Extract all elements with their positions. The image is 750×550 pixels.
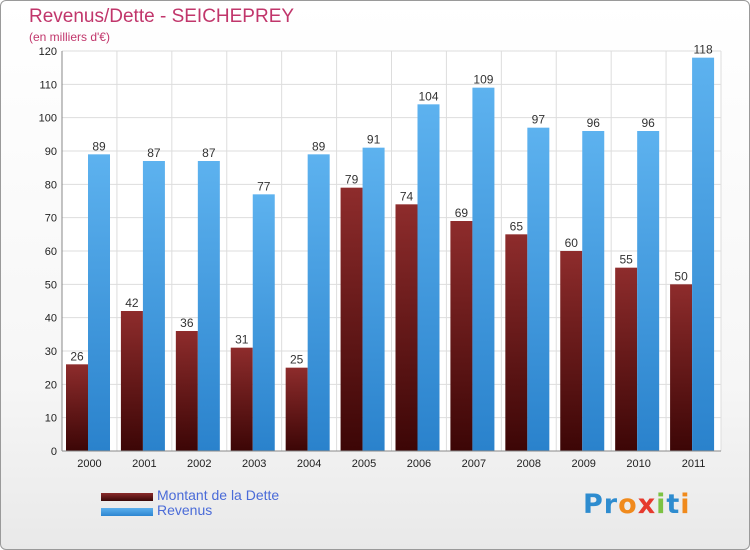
logo-letter: x bbox=[637, 489, 657, 520]
bar-dette bbox=[66, 364, 88, 451]
bar-revenus bbox=[307, 154, 330, 452]
x-tick-label: 2001 bbox=[132, 458, 156, 470]
legend-label-revenus: Revenus bbox=[157, 502, 213, 518]
y-tick-label: 30 bbox=[45, 346, 57, 358]
bar-revenus bbox=[252, 194, 275, 452]
bar-revenus bbox=[362, 147, 385, 451]
logo-letter: t bbox=[666, 489, 681, 520]
logo-letter: i bbox=[656, 489, 667, 520]
bar-dette bbox=[670, 284, 693, 451]
data-label-revenus: 118 bbox=[694, 43, 713, 57]
bar-dette bbox=[505, 234, 528, 451]
bar-revenus bbox=[88, 154, 110, 452]
bar-dette bbox=[285, 367, 308, 451]
x-tick-label: 2011 bbox=[682, 458, 706, 470]
data-label-revenus: 77 bbox=[257, 179, 271, 193]
x-tick-label: 2008 bbox=[517, 458, 541, 470]
bar-dette bbox=[230, 347, 253, 451]
logo-letter: P bbox=[583, 489, 604, 520]
y-tick-label: 80 bbox=[45, 179, 57, 191]
data-label-revenus: 89 bbox=[312, 139, 326, 153]
bar-revenus bbox=[417, 104, 440, 451]
bar-dette bbox=[615, 267, 638, 451]
data-label-revenus: 96 bbox=[587, 116, 601, 130]
bar-dette bbox=[120, 311, 143, 451]
legend-label-dette: Montant de la Dette bbox=[157, 487, 280, 503]
data-label-revenus: 89 bbox=[92, 139, 106, 153]
proxiti-logo: Proxiti bbox=[583, 489, 691, 525]
bar-dette bbox=[340, 187, 363, 451]
data-label-dette: 25 bbox=[290, 353, 304, 367]
bar-revenus bbox=[472, 87, 495, 452]
y-tick-label: 100 bbox=[39, 113, 57, 125]
logo-letter: r bbox=[603, 489, 619, 520]
legend-swatch-revenus bbox=[101, 508, 153, 516]
data-label-dette: 74 bbox=[400, 189, 414, 203]
bar-revenus bbox=[142, 161, 165, 451]
x-tick-label: 2009 bbox=[571, 458, 595, 470]
data-label-dette: 42 bbox=[125, 296, 139, 310]
data-label-revenus: 87 bbox=[147, 146, 161, 160]
x-tick-label: 2002 bbox=[187, 458, 211, 470]
data-label-dette: 50 bbox=[674, 269, 688, 283]
y-tick-label: 60 bbox=[45, 246, 57, 258]
data-label-revenus: 97 bbox=[532, 113, 546, 127]
chart-subtitle: (en milliers d'€) bbox=[29, 30, 110, 44]
x-tick-label: 2006 bbox=[407, 458, 431, 470]
legend-swatch-dette bbox=[101, 493, 153, 501]
data-label-dette: 55 bbox=[619, 253, 633, 267]
x-tick-label: 2005 bbox=[352, 458, 376, 470]
y-tick-label: 40 bbox=[45, 313, 57, 325]
x-tick-label: 2000 bbox=[77, 458, 101, 470]
y-tick-label: 10 bbox=[45, 413, 57, 425]
data-label-revenus: 87 bbox=[202, 146, 216, 160]
bar-revenus bbox=[637, 131, 660, 451]
chart-title: Revenus/Dette - SEICHEPREY bbox=[29, 6, 295, 27]
data-label-revenus: 104 bbox=[418, 89, 438, 103]
bar-revenus bbox=[527, 127, 550, 452]
bar-dette bbox=[175, 331, 198, 451]
data-label-revenus: 109 bbox=[473, 73, 493, 87]
bar-dette bbox=[395, 204, 418, 451]
y-tick-label: 110 bbox=[39, 79, 57, 91]
y-tick-label: 90 bbox=[45, 146, 57, 158]
bar-revenus bbox=[692, 57, 715, 452]
x-tick-label: 2007 bbox=[462, 458, 486, 470]
data-label-dette: 31 bbox=[235, 333, 249, 347]
y-tick-label: 20 bbox=[45, 379, 57, 391]
data-label-dette: 69 bbox=[455, 206, 469, 220]
y-tick-label: 120 bbox=[39, 46, 57, 58]
data-label-dette: 36 bbox=[180, 316, 194, 330]
bar-dette bbox=[450, 221, 473, 451]
bar-revenus bbox=[582, 131, 605, 451]
data-label-dette: 79 bbox=[345, 173, 359, 187]
logo-letter: o bbox=[618, 489, 638, 520]
y-tick-label: 0 bbox=[51, 446, 57, 458]
x-tick-label: 2004 bbox=[297, 458, 321, 470]
y-tick-label: 70 bbox=[45, 213, 57, 225]
logo-letter: i bbox=[680, 489, 691, 520]
y-tick-label: 50 bbox=[45, 279, 57, 291]
x-tick-label: 2003 bbox=[242, 458, 266, 470]
data-label-revenus: 91 bbox=[367, 133, 381, 147]
data-label-dette: 65 bbox=[510, 219, 524, 233]
bar-dette bbox=[560, 251, 583, 451]
data-label-revenus: 96 bbox=[641, 116, 655, 130]
x-tick-label: 2010 bbox=[626, 458, 650, 470]
data-label-dette: 26 bbox=[70, 349, 84, 363]
bar-revenus bbox=[197, 161, 220, 451]
data-label-dette: 60 bbox=[565, 236, 579, 250]
